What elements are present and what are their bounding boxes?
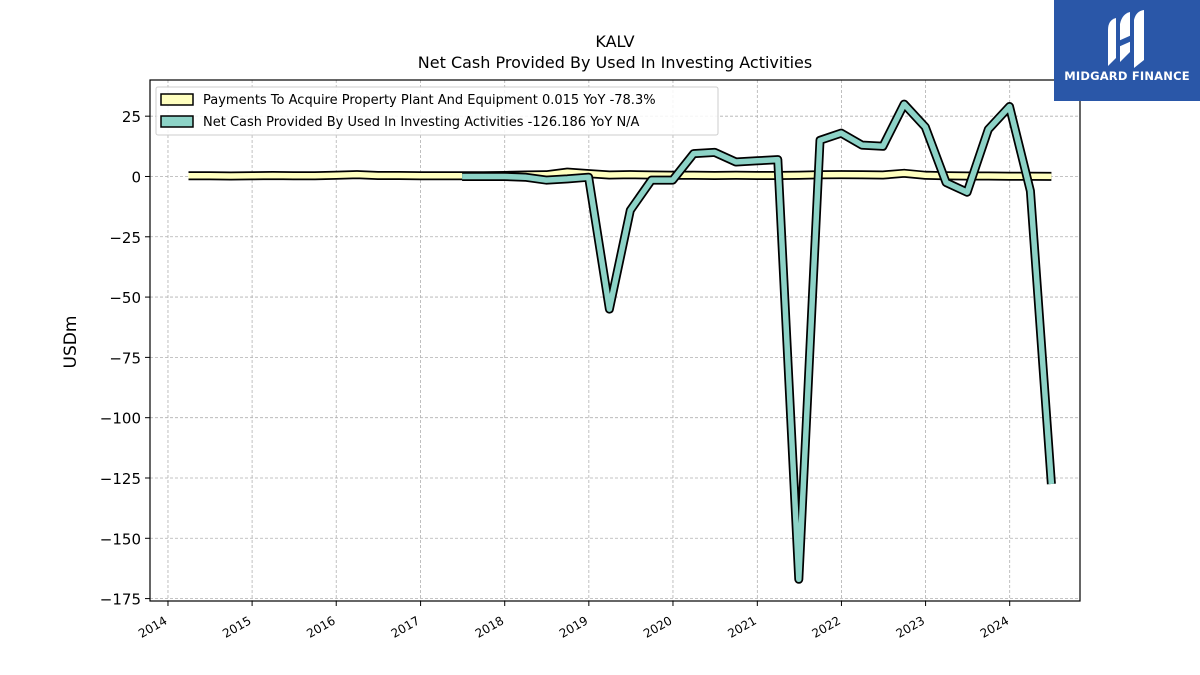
y-tick-label: −150 (100, 530, 141, 548)
legend-swatch-investing (160, 115, 194, 128)
y-tick-label: 25 (122, 108, 141, 126)
series-0-line (188, 169, 1052, 180)
y-tick-label: −175 (100, 591, 141, 609)
y-tick-label: −50 (109, 289, 141, 307)
chart-title: KALV (595, 32, 634, 51)
y-axis-label: USDm (61, 316, 81, 369)
y-tick-label: 0 (131, 168, 141, 186)
axes: 25 0 −25 −50 −75 −100 −125 −150 −175 2014 2015 2016… (100, 79, 1081, 641)
y-tick-label: −100 (100, 410, 141, 428)
x-tick-label: 2024 (978, 613, 1011, 640)
x-tick-label: 2014 (136, 613, 169, 640)
x-tick-label: 2016 (304, 613, 337, 640)
brand-name: MIDGARD FINANCE (1064, 69, 1190, 83)
legend-label-ppe: Payments To Acquire Property Plant And E… (203, 93, 656, 108)
legend-label-investing: Net Cash Provided By Used In Investing A… (203, 115, 640, 130)
y-tick-label: −75 (109, 349, 141, 367)
x-tick-label: 2022 (809, 613, 842, 640)
midgard-logo-icon (1108, 10, 1144, 68)
legend-frame (155, 86, 719, 136)
legend: Payments To Acquire Property Plant And E… (155, 86, 719, 136)
x-tick-label: 2021 (725, 613, 758, 640)
x-tick-label: 2023 (894, 613, 927, 640)
plot-frame (149, 79, 1081, 602)
midgard-finance-logo: MIDGARD FINANCE (1054, 0, 1200, 101)
y-tick-label: −25 (109, 229, 141, 247)
x-tick-label: 2019 (557, 613, 590, 640)
grid (150, 80, 1080, 601)
series-1-line (462, 101, 1055, 583)
x-tick-label: 2018 (473, 613, 506, 640)
x-tick-label: 2020 (641, 613, 674, 640)
x-tick-label: 2015 (220, 613, 253, 640)
y-tick-label: −125 (100, 470, 141, 488)
chart-subtitle: Net Cash Provided By Used In Investing A… (418, 53, 812, 72)
x-tick-label: 2017 (389, 613, 422, 640)
legend-swatch-ppe (160, 93, 194, 106)
series-layer (188, 99, 1056, 584)
